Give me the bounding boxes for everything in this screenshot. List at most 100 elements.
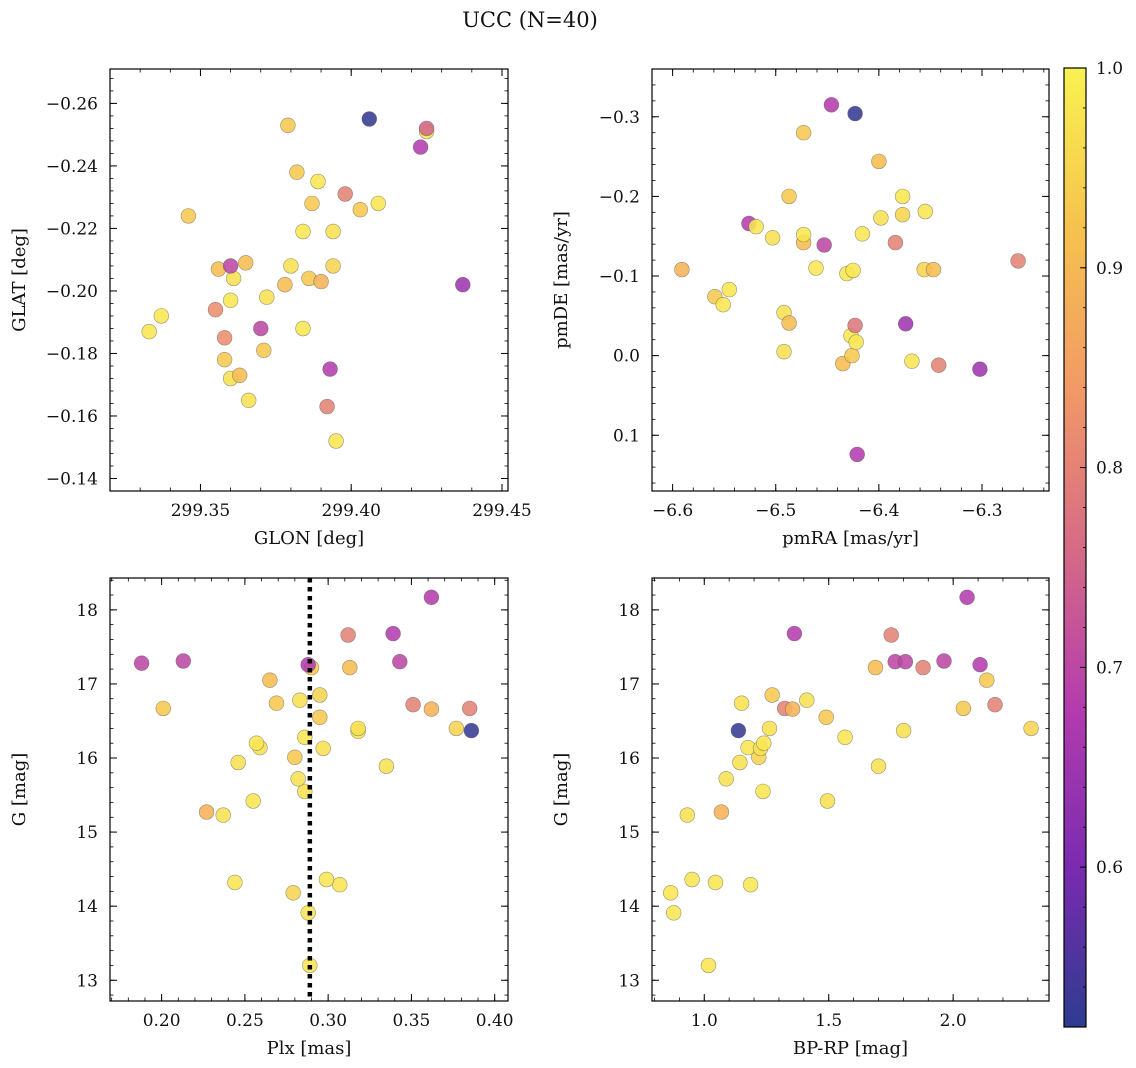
data-point: [198, 804, 215, 820]
data-point: [848, 334, 864, 350]
data-point: [799, 692, 815, 708]
data-point: [352, 202, 368, 218]
data-point: [887, 234, 904, 251]
data-point: [972, 656, 988, 673]
data-point: [936, 653, 952, 669]
data-point: [328, 433, 344, 449]
data-point: [378, 758, 395, 774]
data-point: [764, 230, 781, 246]
data-point: [332, 876, 348, 893]
y-tick-label: 0.1: [613, 426, 640, 446]
data-point: [216, 330, 233, 346]
data-point: [674, 261, 690, 278]
data-point: [776, 344, 792, 360]
y-tick-label: 14: [76, 897, 98, 917]
ticks: 0.20 0.25 0.30 0.35 0.40 13 14 15 16 17 18: [76, 578, 514, 1031]
y-tick-label: 16: [76, 749, 98, 769]
data-point: [342, 659, 358, 676]
data-point: [816, 237, 832, 253]
x-tick-label: −6.5: [755, 501, 796, 521]
data-point: [894, 207, 911, 223]
data-point: [312, 687, 328, 703]
data-point: [721, 281, 737, 298]
data-point: [847, 317, 863, 334]
data-point: [141, 323, 157, 340]
x-tick-label: 299.40: [321, 501, 380, 521]
data-point: [277, 277, 293, 293]
data-point: [227, 874, 243, 891]
data-point: [955, 700, 972, 717]
data-point: [713, 804, 730, 820]
data-point: [423, 589, 440, 605]
data-point: [412, 139, 429, 155]
data-point: [781, 315, 797, 331]
data-point: [175, 653, 192, 669]
y-tick-label: 13: [618, 971, 640, 991]
data-point: [761, 720, 778, 737]
x-tick-label: 0.30: [309, 1011, 347, 1031]
data-point: [707, 874, 724, 891]
y-tick-label: −0.16: [46, 407, 98, 427]
data-point: [730, 722, 747, 739]
data-point: [325, 258, 341, 274]
x-tick-label: 0.20: [143, 1011, 181, 1031]
y-tick-label: 17: [76, 675, 98, 695]
data-point: [310, 173, 326, 190]
data-point: [732, 754, 748, 771]
data-point: [1023, 720, 1039, 737]
ticks: −6.6 −6.5 −6.4 −6.3 −0.3 −0.2 −0.1 0.0 0.1: [599, 68, 1049, 521]
data-point: [285, 885, 301, 901]
data-point: [972, 361, 988, 377]
data-point: [283, 258, 299, 274]
data-point: [979, 672, 995, 688]
data-point: [463, 722, 480, 739]
data-point: [837, 729, 853, 745]
data-point: [665, 905, 682, 921]
data-point: [256, 342, 272, 358]
data-point: [207, 302, 224, 318]
data-point: [894, 188, 911, 205]
data-point: [818, 709, 834, 725]
data-point: [350, 720, 366, 737]
x-tick-label: 299.45: [472, 501, 531, 521]
colorbar-tick-label: 0.6: [1096, 858, 1123, 878]
data-point: [153, 308, 170, 324]
data-point: [448, 720, 465, 737]
data-point: [361, 111, 377, 127]
ticks: 1.0 1.5 2.0 13 14 15 16 17 18: [618, 578, 1049, 1031]
y-tick-label: −0.3: [599, 108, 640, 128]
panel-1-points: [141, 111, 471, 449]
data-point: [155, 700, 172, 717]
data-point: [808, 260, 824, 276]
data-point: [319, 398, 335, 415]
data-point: [304, 195, 320, 212]
y-tick-label: 14: [618, 897, 640, 917]
data-point: [418, 120, 435, 137]
scatter-panels: 299.35 299.40 299.45 −0.26 −0.24 −0.22 −0.20 −0…: [9, 68, 1050, 1059]
x-axis-label: GLON [deg]: [254, 528, 364, 549]
x-tick-label: 2.0: [940, 1011, 967, 1031]
data-point: [268, 695, 285, 711]
data-point: [917, 203, 933, 220]
colorbar-tick-label: 1.0: [1096, 59, 1123, 79]
axes-frame: [651, 68, 1050, 492]
data-point: [795, 226, 812, 243]
data-point: [756, 735, 772, 751]
data-point: [340, 627, 356, 643]
y-tick-label: 18: [76, 601, 98, 621]
data-point: [930, 357, 947, 373]
panel-1: 299.35 299.40 299.45 −0.26 −0.24 −0.22 −0.20 −0…: [9, 68, 532, 549]
x-axis-label: pmRA [mas/yr]: [782, 528, 919, 549]
x-tick-label: −6.6: [652, 501, 693, 521]
data-point: [915, 659, 931, 676]
data-point: [781, 188, 797, 205]
data-point: [215, 807, 231, 823]
data-point: [262, 672, 278, 688]
x-tick-label: 0.35: [392, 1011, 430, 1031]
data-point: [322, 361, 338, 377]
data-point: [370, 195, 386, 212]
data-point: [405, 696, 421, 713]
data-point: [385, 625, 401, 642]
y-tick-label: 17: [618, 675, 640, 695]
